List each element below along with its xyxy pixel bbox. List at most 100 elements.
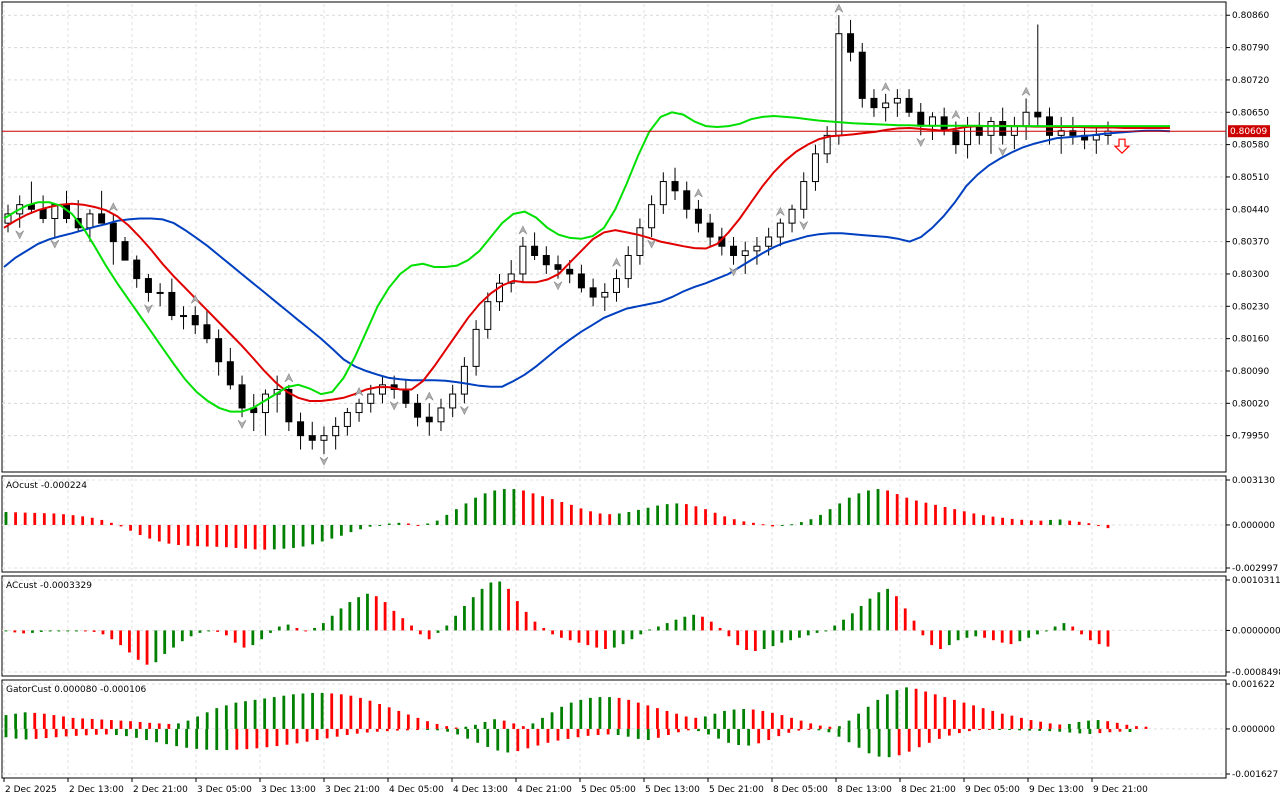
ao-bar xyxy=(905,497,909,525)
ao-bar xyxy=(1106,524,1110,529)
fractal-up-icon xyxy=(612,257,621,267)
ao-bar xyxy=(522,490,525,525)
ac-bar xyxy=(66,630,70,632)
gator-upper-bar xyxy=(809,723,813,729)
gator-upper-bar xyxy=(378,704,382,729)
gator-lower-bar xyxy=(466,728,470,739)
gator-upper-bar xyxy=(780,715,784,729)
gator-upper-bar xyxy=(177,723,180,729)
candle-bull xyxy=(964,125,972,146)
gator-upper-bar xyxy=(560,706,564,729)
gator-upper-bar xyxy=(646,705,650,729)
ao-bar xyxy=(579,508,583,525)
ac-bar xyxy=(225,630,228,636)
fractal-down-icon xyxy=(144,304,153,314)
ao-bar xyxy=(225,524,228,548)
gator-upper-bar xyxy=(818,725,822,729)
gator-upper-bar xyxy=(636,702,640,729)
ac-bar xyxy=(903,608,907,631)
price-tick-label: 0.79950 xyxy=(1232,432,1269,442)
gator-lower-bar xyxy=(175,728,179,747)
gator-upper-bar xyxy=(953,699,956,729)
gator-lower-bar xyxy=(837,728,841,737)
ac-bar xyxy=(1071,626,1075,631)
candle-bull xyxy=(800,181,808,210)
candle-bull xyxy=(788,208,796,224)
ao-indicator-label: AOcust -0.000224 xyxy=(6,481,87,491)
ao-bar xyxy=(684,504,688,525)
candle-bear xyxy=(414,402,422,418)
gator-upper-bar xyxy=(234,702,238,729)
ac-bar xyxy=(198,630,202,633)
ac-bar xyxy=(83,630,87,632)
price-panel-frame[interactable] xyxy=(1,1,1227,473)
ac-bar xyxy=(639,630,643,635)
ac-bar xyxy=(207,630,211,632)
ao-bar xyxy=(349,524,353,533)
ac-bar xyxy=(604,630,607,650)
candle-bull xyxy=(261,393,269,414)
gator-upper-bar xyxy=(311,692,314,729)
candle-bear xyxy=(554,264,562,270)
fractal-down-icon xyxy=(50,239,60,249)
gator-upper-bar xyxy=(23,712,27,729)
ac-bar xyxy=(586,630,590,646)
ac-bar xyxy=(524,611,528,631)
ao-bar xyxy=(397,522,401,525)
gator-lower-bar xyxy=(1078,728,1082,734)
ac-bar xyxy=(868,598,872,631)
gator-upper-bar xyxy=(157,723,161,729)
price-tick-label: 0.80580 xyxy=(1232,141,1269,151)
gator-lower-bar xyxy=(395,728,399,731)
ac-panel-frame[interactable] xyxy=(1,575,1227,677)
time-tick-label: 8 Dec 21:00 xyxy=(901,785,956,795)
gator-lower-bar xyxy=(998,728,1001,730)
fractal-down-icon xyxy=(916,138,926,148)
gator-upper-bar xyxy=(359,697,362,729)
ac-bar xyxy=(383,602,387,631)
ao-bar xyxy=(33,512,37,525)
gator-lower-bar xyxy=(857,728,861,748)
gator-lower-bar xyxy=(636,728,640,739)
ao-bar xyxy=(52,513,56,525)
ao-bar xyxy=(991,516,995,525)
ac-bar xyxy=(718,627,722,631)
gator-lower-bar xyxy=(827,728,831,733)
ao-bar xyxy=(62,514,65,525)
fractal-up-icon xyxy=(1021,86,1031,96)
gator-upper-bar xyxy=(406,714,410,729)
gator-lower-bar xyxy=(596,728,600,736)
gator-upper-bar xyxy=(550,712,554,729)
ac-bar xyxy=(921,630,925,636)
ac-bar xyxy=(119,630,123,646)
ac-bar xyxy=(110,630,114,640)
ac-bar xyxy=(745,630,748,650)
fractal-up-icon xyxy=(776,206,785,216)
ao-bar xyxy=(914,500,918,525)
ac-bar xyxy=(991,630,995,641)
ao-bar xyxy=(598,513,602,525)
gator-lower-bar xyxy=(1118,728,1122,732)
price-tick-label: 0.80720 xyxy=(1232,76,1269,86)
candle-bear xyxy=(858,51,866,99)
gator-upper-bar xyxy=(1029,720,1033,729)
fractal-down-icon xyxy=(729,267,738,277)
ao-bar xyxy=(493,490,497,525)
gator-upper-bar xyxy=(608,697,611,729)
ac-bar xyxy=(674,619,678,631)
time-tick-label: 2 Dec 13:00 xyxy=(69,785,124,795)
ac-bar xyxy=(163,630,167,654)
ac-bar xyxy=(1027,630,1031,638)
candle-bull xyxy=(495,282,503,303)
gator-lower-bar xyxy=(697,728,700,732)
candle-bear xyxy=(238,384,246,409)
ao-bar xyxy=(1049,519,1052,525)
gator-lower-bar xyxy=(84,728,88,736)
price-tick-label: 0.80160 xyxy=(1232,335,1269,345)
gator-upper-bar xyxy=(71,717,75,729)
candle-bull xyxy=(449,393,457,409)
ao-panel-frame[interactable] xyxy=(1,475,1227,573)
candle-bear xyxy=(577,273,585,289)
candle-bear xyxy=(683,190,691,210)
